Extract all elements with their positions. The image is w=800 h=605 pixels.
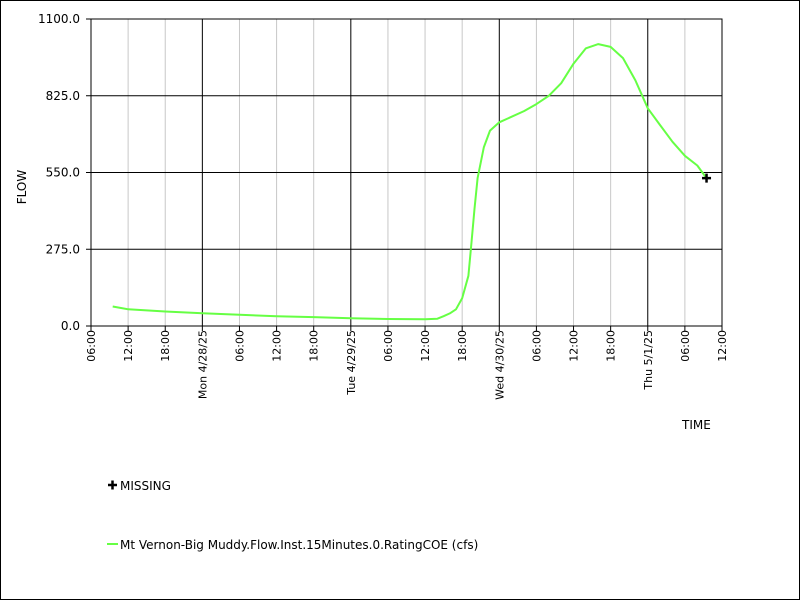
x-tick-label: 12:00: [122, 330, 135, 362]
missing-markers: [702, 173, 712, 183]
x-tick-label: 18:00: [456, 330, 469, 362]
legend-missing: MISSING: [108, 479, 171, 493]
series-layer: [112, 43, 708, 321]
x-tick-label: 06:00: [85, 330, 98, 362]
missing-legend-label: MISSING: [120, 479, 171, 493]
series-line: [112, 43, 708, 321]
legend-series: Mt Vernon-Big Muddy.Flow.Inst.15Minutes.…: [107, 538, 478, 552]
x-tick-label: 06:00: [382, 330, 395, 362]
x-tick-label: Mon 4/28/25: [196, 330, 209, 399]
x-tick-label: 06:00: [679, 330, 692, 362]
x-tick-label: 12:00: [271, 330, 284, 362]
y-axis-label: FLOW: [15, 170, 29, 205]
y-tick-label: 1100.0: [38, 12, 80, 26]
x-tick-label: 12:00: [568, 330, 581, 362]
x-tick-label: 12:00: [716, 330, 729, 362]
series-legend-label: Mt Vernon-Big Muddy.Flow.Inst.15Minutes.…: [120, 538, 478, 552]
y-tick-label: 0.0: [61, 319, 80, 333]
x-tick-label: Tue 4/29/25: [345, 330, 358, 396]
missing-legend-icon: [108, 480, 117, 490]
y-tick-label: 825.0: [46, 89, 80, 103]
x-tick-label: Wed 4/30/25: [493, 330, 506, 400]
missing-marker: [702, 173, 712, 183]
x-axis-label: TIME: [681, 418, 711, 432]
y-tick-label: 275.0: [46, 242, 80, 256]
x-tick-label: Thu 5/1/25: [642, 330, 655, 391]
grid: [91, 19, 722, 326]
x-tick-label: 18:00: [605, 330, 618, 362]
y-axis-ticks: 0.0 275.0 550.0 825.0 1100.0: [38, 12, 91, 333]
x-tick-label: 12:00: [419, 330, 432, 362]
x-tick-label: 06:00: [530, 330, 543, 362]
x-axis-ticks: 06:00 12:00 18:00 Mon 4/28/25 06:00 12:00 18:0…: [85, 326, 729, 400]
y-tick-label: 550.0: [46, 166, 80, 180]
x-tick-label: 06:00: [233, 330, 246, 362]
x-tick-label: 18:00: [308, 330, 321, 362]
x-tick-label: 18:00: [159, 330, 172, 362]
